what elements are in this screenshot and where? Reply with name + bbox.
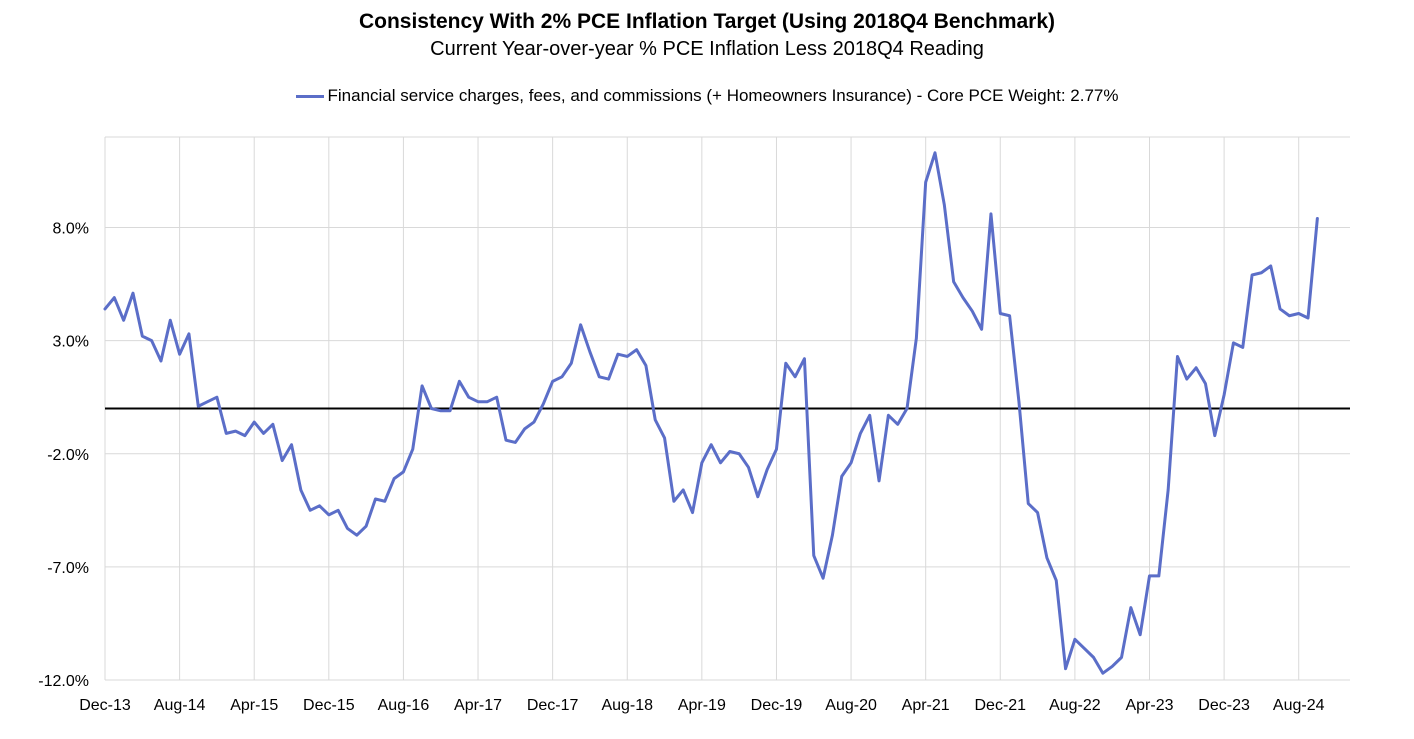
x-tick-label: Dec-13 [79,697,131,714]
x-tick-label: Aug-22 [1049,697,1101,714]
x-tick-label: Dec-23 [1198,697,1250,714]
y-tick-label: -2.0% [47,447,89,464]
legend: Financial service charges, fees, and com… [0,86,1414,106]
legend-label: Financial service charges, fees, and com… [327,86,1119,105]
legend-swatch [295,94,324,98]
y-tick-label: -7.0% [47,560,89,577]
y-tick-label: -12.0% [38,673,89,690]
x-tick-label: Aug-16 [378,697,430,714]
chart-title: Consistency With 2% PCE Inflation Target… [358,10,1056,33]
x-tick-label: Apr-17 [454,697,502,714]
x-tick-label: Dec-21 [974,697,1026,714]
x-tick-label: Aug-18 [601,697,653,714]
x-tick-label: Aug-20 [825,697,877,714]
x-tick-label: Apr-19 [678,697,726,714]
y-tick-label: 8.0% [53,221,89,238]
x-tick-label: Dec-15 [303,697,355,714]
x-tick-label: Apr-15 [230,697,278,714]
x-tick-label: Apr-23 [1125,697,1173,714]
x-tick-label: Dec-17 [527,697,579,714]
chart-subtitle: Current Year-over-year % PCE Inflation L… [430,38,984,60]
x-tick-label: Dec-19 [751,697,803,714]
x-tick-label: Aug-24 [1273,697,1325,714]
series-line [103,151,1319,675]
x-tick-label: Apr-21 [902,697,950,714]
y-tick-label: 3.0% [53,334,89,351]
x-tick-label: Aug-14 [154,697,206,714]
